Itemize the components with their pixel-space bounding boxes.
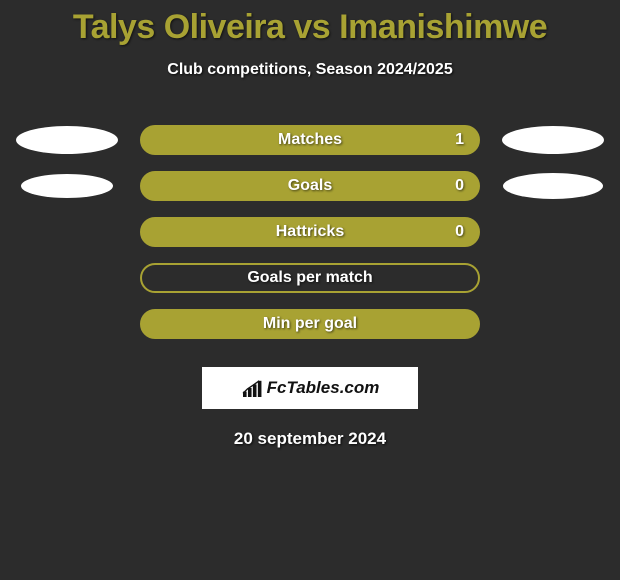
right-marker <box>498 173 608 199</box>
ellipse-icon <box>503 173 603 199</box>
stat-row: Min per goal <box>0 301 620 347</box>
stat-bar: Hattricks 0 <box>140 217 480 247</box>
stat-label: Goals per match <box>247 269 372 287</box>
stat-label: Min per goal <box>263 315 357 333</box>
left-marker <box>12 126 122 154</box>
barchart-icon <box>241 379 263 397</box>
stat-label: Goals <box>288 177 332 195</box>
page-title: Talys Oliveira vs Imanishimwe <box>0 8 620 47</box>
stat-bar: Min per goal <box>140 309 480 339</box>
stat-label: Hattricks <box>276 223 344 241</box>
logo-box: FcTables.com <box>202 367 418 409</box>
stat-bar: Goals per match <box>140 263 480 293</box>
stat-bar: Matches 1 <box>140 125 480 155</box>
ellipse-icon <box>502 126 604 154</box>
left-marker <box>12 174 122 198</box>
stat-value: 1 <box>455 131 464 149</box>
stat-row: Hattricks 0 <box>0 209 620 255</box>
logo-text: FcTables.com <box>267 378 380 398</box>
stat-value: 0 <box>455 177 464 195</box>
stat-row: Goals per match <box>0 255 620 301</box>
stat-label: Matches <box>278 131 342 149</box>
subtitle: Club competitions, Season 2024/2025 <box>0 61 620 79</box>
stat-bar: Goals 0 <box>140 171 480 201</box>
stat-row: Goals 0 <box>0 163 620 209</box>
ellipse-icon <box>21 174 113 198</box>
stat-rows: Matches 1 Goals 0 Hattricks 0 Goals per match M… <box>0 117 620 347</box>
container: Talys Oliveira vs Imanishimwe Club compe… <box>0 0 620 580</box>
date-text: 20 september 2024 <box>0 429 620 449</box>
ellipse-icon <box>16 126 118 154</box>
stat-value: 0 <box>455 223 464 241</box>
stat-row: Matches 1 <box>0 117 620 163</box>
right-marker <box>498 126 608 154</box>
